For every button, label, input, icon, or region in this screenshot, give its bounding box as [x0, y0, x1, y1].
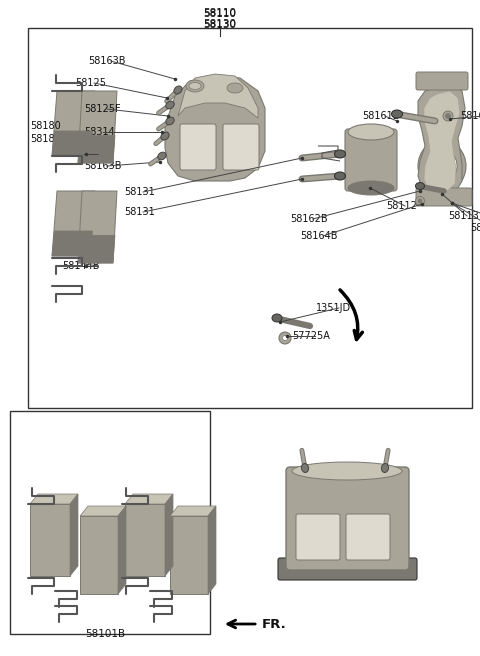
Text: 58144B: 58144B: [62, 261, 100, 271]
Ellipse shape: [158, 152, 166, 160]
Ellipse shape: [174, 86, 182, 94]
Text: 58131: 58131: [124, 187, 155, 197]
Bar: [28, 28, 472, 408]
Polygon shape: [80, 506, 126, 516]
Text: 58112: 58112: [386, 201, 417, 211]
Text: 58110: 58110: [204, 9, 237, 19]
Polygon shape: [52, 91, 95, 156]
Polygon shape: [30, 494, 78, 504]
Ellipse shape: [283, 335, 288, 340]
Text: 58181: 58181: [30, 134, 61, 144]
Text: 58144B: 58144B: [62, 149, 100, 159]
Ellipse shape: [416, 182, 424, 190]
Text: 58180: 58180: [30, 121, 61, 131]
Bar: [80, 516, 118, 594]
Polygon shape: [78, 91, 117, 163]
Ellipse shape: [279, 332, 291, 344]
Text: 58130: 58130: [204, 20, 237, 30]
Ellipse shape: [166, 117, 174, 125]
Ellipse shape: [292, 462, 402, 480]
Text: 58101B: 58101B: [85, 629, 125, 639]
Polygon shape: [418, 84, 465, 198]
FancyBboxPatch shape: [296, 514, 340, 560]
Text: 58161B: 58161B: [362, 111, 399, 121]
Text: 58164B: 58164B: [300, 231, 337, 241]
Ellipse shape: [418, 140, 466, 192]
FancyBboxPatch shape: [346, 514, 390, 560]
FancyBboxPatch shape: [345, 129, 397, 191]
FancyBboxPatch shape: [416, 188, 472, 206]
Text: 58163B: 58163B: [88, 56, 125, 66]
Text: 58125F: 58125F: [84, 104, 120, 114]
Polygon shape: [424, 91, 460, 192]
Polygon shape: [165, 494, 173, 576]
Polygon shape: [178, 74, 258, 118]
Polygon shape: [165, 76, 265, 181]
Ellipse shape: [416, 197, 424, 205]
Polygon shape: [78, 191, 117, 263]
Text: 1351JD: 1351JD: [316, 303, 351, 313]
Polygon shape: [118, 506, 126, 594]
Bar: [30, 504, 70, 576]
Text: 57725A: 57725A: [292, 331, 330, 341]
Ellipse shape: [186, 80, 204, 92]
FancyBboxPatch shape: [416, 72, 468, 90]
Ellipse shape: [272, 314, 282, 322]
Text: 58314: 58314: [84, 127, 115, 137]
FancyBboxPatch shape: [180, 124, 216, 170]
FancyBboxPatch shape: [278, 558, 417, 580]
Polygon shape: [70, 494, 78, 576]
Ellipse shape: [301, 464, 309, 472]
Ellipse shape: [348, 181, 394, 195]
Text: 58162B: 58162B: [290, 214, 328, 224]
Text: 58163B: 58163B: [84, 161, 121, 171]
Ellipse shape: [166, 101, 174, 109]
Ellipse shape: [445, 113, 451, 119]
Text: 58114A: 58114A: [470, 223, 480, 233]
Ellipse shape: [392, 110, 403, 118]
Ellipse shape: [348, 124, 394, 140]
Bar: [125, 504, 165, 576]
Polygon shape: [78, 135, 115, 163]
Ellipse shape: [427, 149, 457, 183]
Text: 58131: 58131: [124, 207, 155, 217]
Text: 58125: 58125: [75, 78, 106, 88]
Polygon shape: [125, 494, 173, 504]
Ellipse shape: [335, 150, 346, 158]
FancyBboxPatch shape: [286, 467, 409, 570]
Text: 58113: 58113: [448, 211, 479, 221]
Bar: [10, 411, 210, 634]
Ellipse shape: [227, 83, 243, 93]
Bar: [170, 516, 208, 594]
Polygon shape: [52, 191, 95, 256]
Ellipse shape: [418, 199, 422, 203]
Ellipse shape: [382, 464, 388, 472]
Polygon shape: [78, 236, 115, 263]
Text: 58130: 58130: [204, 19, 237, 29]
Ellipse shape: [161, 132, 169, 140]
Text: 58164B: 58164B: [460, 111, 480, 121]
Polygon shape: [52, 231, 93, 256]
Ellipse shape: [335, 172, 346, 180]
Ellipse shape: [443, 111, 453, 121]
Text: 58110: 58110: [204, 8, 237, 18]
Polygon shape: [170, 506, 216, 516]
Polygon shape: [208, 506, 216, 594]
FancyBboxPatch shape: [223, 124, 259, 170]
Ellipse shape: [189, 83, 201, 89]
Polygon shape: [52, 131, 93, 156]
Text: FR.: FR.: [262, 617, 287, 630]
